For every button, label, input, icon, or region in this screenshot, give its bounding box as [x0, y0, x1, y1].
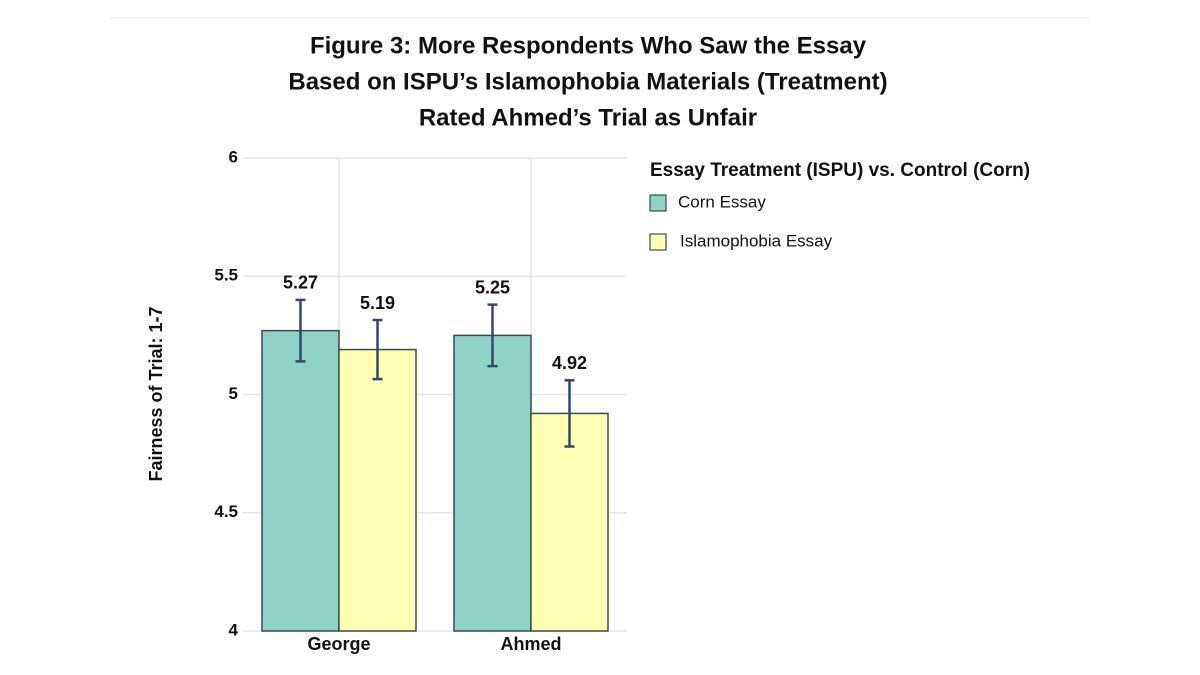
- y-tick-label: 4: [229, 620, 239, 639]
- data-label: 5.27: [283, 273, 318, 293]
- bar: [453, 334, 532, 632]
- legend-title: Essay Treatment (ISPU) vs. Control (Corn…: [650, 160, 1030, 181]
- chart-title: Figure 3: More Respondents Who Saw the E…: [310, 32, 867, 59]
- y-tick-label: 5: [229, 384, 238, 403]
- y-tick-label: 6: [229, 147, 238, 166]
- chart-title: Rated Ahmed’s Trial as Unfair: [419, 104, 757, 131]
- y-tick-label: 4.5: [214, 502, 238, 521]
- x-tick-label: Ahmed: [500, 634, 561, 654]
- legend-swatch: [649, 194, 667, 212]
- bar: [338, 348, 417, 632]
- x-tick-label: George: [307, 634, 370, 654]
- data-label: 5.25: [475, 277, 510, 297]
- data-label: 4.92: [552, 353, 587, 373]
- y-tick-label: 5.5: [214, 266, 238, 285]
- chart-title: Based on ISPU’s Islamophobia Materials (…: [288, 68, 887, 95]
- legend-swatch: [649, 233, 667, 251]
- bar: [530, 412, 609, 632]
- legend-label: Corn Essay: [678, 192, 766, 211]
- y-axis-label: Fairness of Trial: 1-7: [146, 306, 166, 481]
- data-label: 5.19: [360, 293, 395, 313]
- bar: [261, 329, 340, 632]
- legend-label: Islamophobia Essay: [680, 231, 833, 250]
